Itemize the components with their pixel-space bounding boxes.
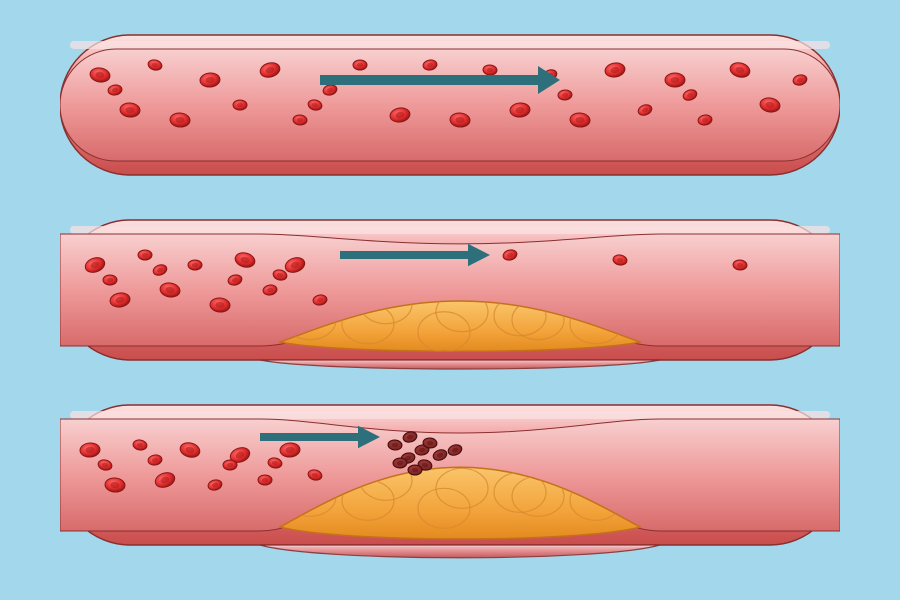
blood-cell	[103, 275, 117, 285]
artery-panel-healthy	[60, 25, 840, 205]
clot-cell	[408, 465, 422, 475]
blood-cell	[233, 100, 247, 110]
atherosclerosis-diagram	[0, 20, 900, 580]
clot-cell	[393, 458, 408, 469]
artery-panel-full-block	[60, 395, 840, 575]
blood-cell	[223, 460, 237, 470]
blood-cell	[258, 475, 272, 485]
blood-cell	[188, 260, 202, 270]
artery-panel-partial-block	[60, 210, 840, 390]
blood-cell	[138, 250, 152, 260]
blood-cell	[665, 73, 685, 87]
blood-cell	[353, 60, 367, 70]
